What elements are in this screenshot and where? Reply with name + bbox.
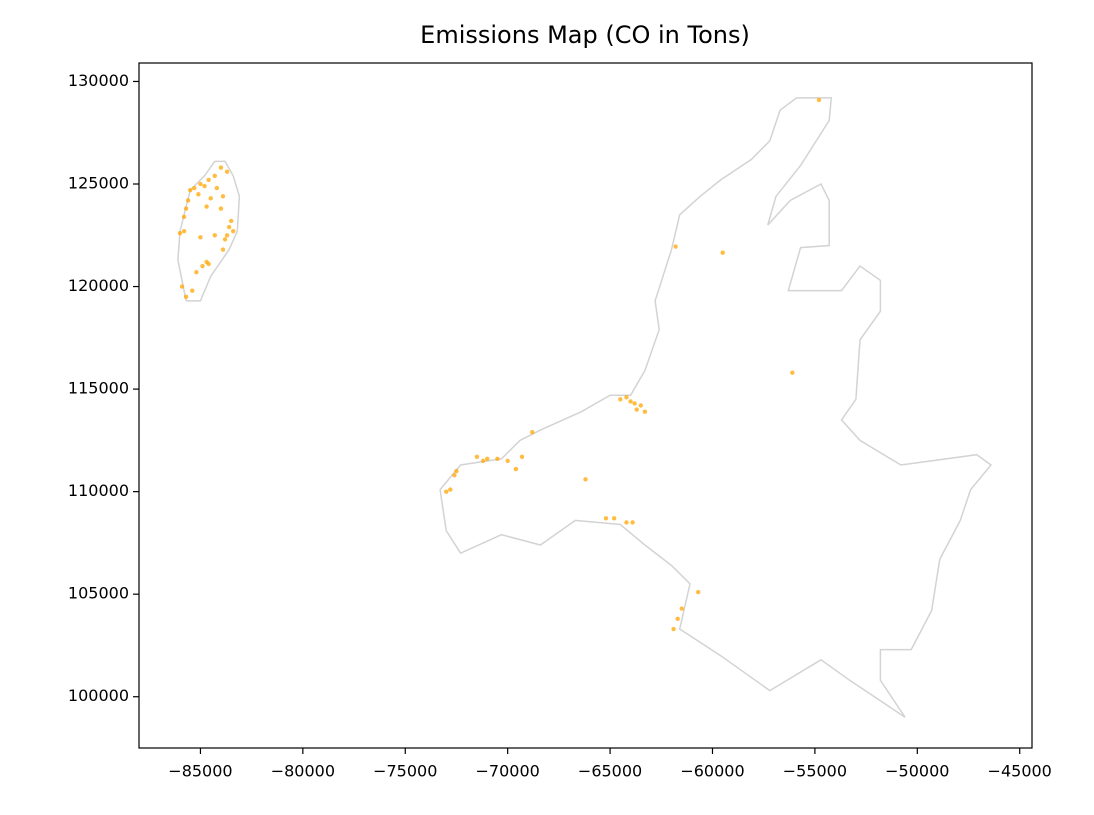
emission-point xyxy=(183,206,189,211)
emission-point xyxy=(181,228,187,234)
emission-point xyxy=(454,468,459,474)
emission-point xyxy=(480,458,486,464)
emission-point xyxy=(218,165,224,170)
outline xyxy=(439,97,993,718)
emission-point xyxy=(634,407,639,412)
emission-point xyxy=(206,261,211,267)
emission-point xyxy=(495,456,500,462)
x-tick-label: −80000 xyxy=(271,762,335,781)
emission-point xyxy=(200,263,205,269)
emission-point xyxy=(224,169,230,174)
x-tick-label: −50000 xyxy=(885,762,949,781)
emission-point xyxy=(179,284,185,289)
emission-point xyxy=(212,233,217,238)
emission-point xyxy=(642,409,648,414)
x-tick-label: −65000 xyxy=(578,762,642,781)
emission-point xyxy=(484,456,490,462)
x-tick-label: −55000 xyxy=(783,762,847,781)
emission-point xyxy=(204,204,209,209)
x-tick-label: −85000 xyxy=(168,762,232,781)
y-tick-label: 110000 xyxy=(68,481,129,500)
emission-point xyxy=(185,198,191,203)
emission-point xyxy=(618,397,623,402)
emission-point xyxy=(638,403,644,408)
chart-title: Emissions Map (CO in Tons) xyxy=(420,21,750,49)
emission-point xyxy=(816,97,822,103)
emission-point xyxy=(679,606,684,611)
emission-point xyxy=(194,269,199,275)
y-tick-label: 120000 xyxy=(68,276,129,295)
emission-point xyxy=(695,589,701,595)
emission-point xyxy=(228,218,234,224)
outline xyxy=(177,160,241,302)
emission-point xyxy=(222,237,228,242)
emission-point xyxy=(202,183,207,189)
emission-point xyxy=(220,194,226,199)
y-tick-label: 105000 xyxy=(68,584,129,603)
emission-point xyxy=(720,250,725,255)
emission-point xyxy=(198,235,203,240)
emission-point xyxy=(530,429,535,435)
y-tick-label: 115000 xyxy=(68,379,129,398)
emission-point xyxy=(218,206,224,211)
y-tick-label: 100000 xyxy=(68,686,129,705)
emission-point xyxy=(206,177,211,183)
emission-point xyxy=(444,489,449,494)
emission-point xyxy=(214,185,220,191)
emission-point xyxy=(671,626,676,632)
emission-point xyxy=(603,516,609,521)
emission-point xyxy=(181,214,187,220)
y-tick-label: 130000 xyxy=(68,71,129,90)
emission-point xyxy=(188,187,193,193)
emission-point xyxy=(519,454,525,459)
emission-point xyxy=(624,395,629,400)
emission-point xyxy=(505,458,510,464)
emission-point xyxy=(220,247,226,252)
x-tick-label: −45000 xyxy=(988,762,1052,781)
emission-point xyxy=(583,477,588,482)
x-tick-label: −60000 xyxy=(680,762,744,781)
emission-point xyxy=(675,616,680,621)
emission-point xyxy=(192,185,197,191)
emission-point xyxy=(183,294,189,300)
emission-point xyxy=(196,192,201,197)
emission-point xyxy=(790,370,795,375)
emission-point xyxy=(513,466,519,472)
emission-point xyxy=(632,401,637,406)
emission-point xyxy=(474,454,480,459)
emission-point xyxy=(611,516,617,521)
y-tick-label: 125000 xyxy=(68,174,129,193)
emission-point xyxy=(177,231,183,236)
emission-point xyxy=(190,288,195,293)
emission-point xyxy=(208,196,213,201)
x-tick-label: −70000 xyxy=(476,762,540,781)
axes-frame xyxy=(138,62,1033,749)
emission-point xyxy=(224,233,230,238)
emission-point xyxy=(624,520,629,525)
emission-point xyxy=(448,487,453,492)
emission-point xyxy=(673,244,678,249)
x-tick-label: −75000 xyxy=(373,762,437,781)
emission-point xyxy=(452,473,457,478)
emission-point xyxy=(630,520,635,525)
emission-point xyxy=(226,224,232,230)
emission-point xyxy=(198,181,203,187)
emission-point xyxy=(628,399,633,404)
emission-point xyxy=(212,173,217,178)
emission-point xyxy=(231,228,236,234)
